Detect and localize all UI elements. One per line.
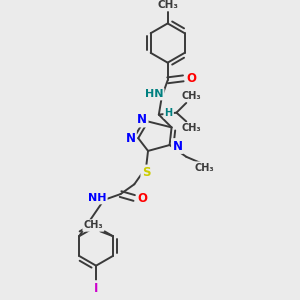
Text: CH₃: CH₃ [182, 91, 201, 101]
Text: CH₃: CH₃ [182, 123, 201, 134]
Text: CH₃: CH₃ [194, 163, 214, 172]
Text: HN: HN [145, 89, 163, 99]
Text: CH₃: CH₃ [84, 220, 103, 230]
Text: O: O [186, 72, 196, 85]
Text: N: N [125, 132, 135, 145]
Text: H: H [165, 108, 173, 118]
Text: NH: NH [88, 193, 106, 203]
Text: I: I [94, 282, 98, 295]
Text: CH₃: CH₃ [157, 0, 178, 10]
Text: N: N [172, 140, 182, 152]
Text: O: O [137, 191, 147, 205]
Text: S: S [142, 166, 150, 179]
Text: N: N [137, 113, 147, 126]
